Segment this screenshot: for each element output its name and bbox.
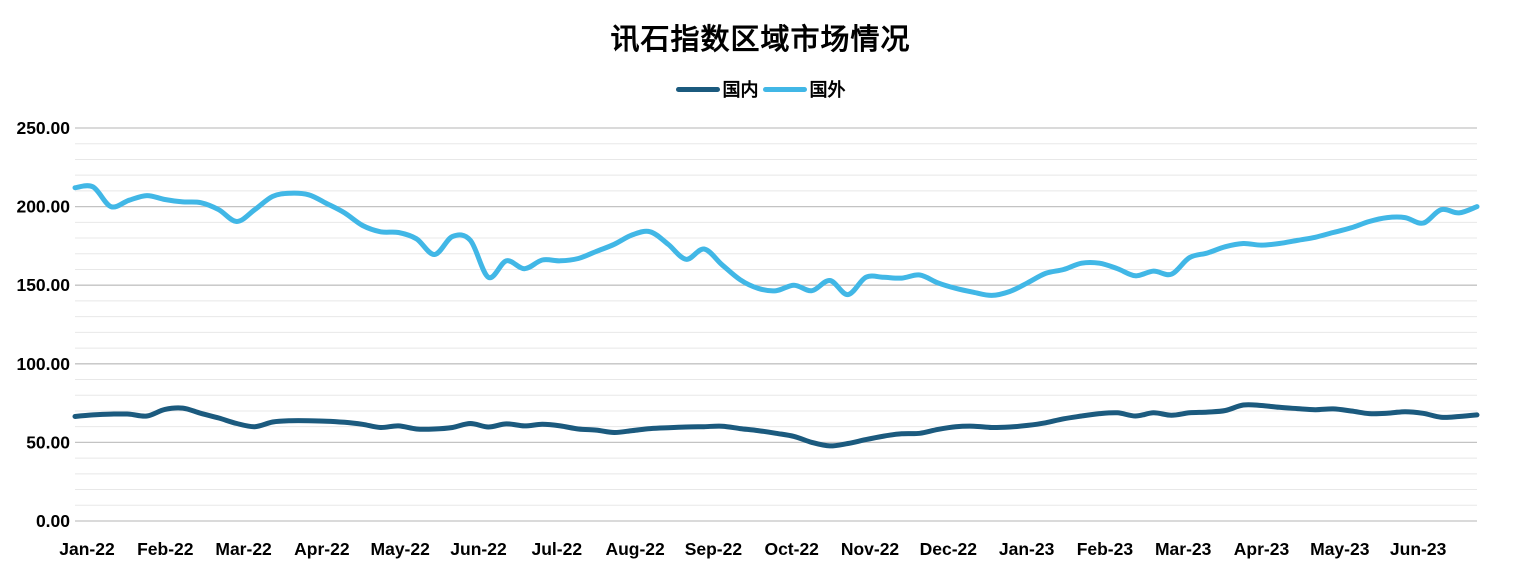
x-tick-label: Sep-22 bbox=[685, 539, 743, 559]
legend-label-domestic: 国内 bbox=[722, 80, 759, 100]
y-tick-label: 250.00 bbox=[16, 118, 70, 138]
x-tick-label: Apr-22 bbox=[294, 539, 350, 559]
y-tick-label: 50.00 bbox=[26, 432, 70, 452]
x-tick-label: Dec-22 bbox=[920, 539, 978, 559]
x-tick-label: Jan-22 bbox=[59, 539, 115, 559]
x-tick-label: Mar-23 bbox=[1155, 539, 1212, 559]
x-tick-label: May-22 bbox=[371, 539, 431, 559]
x-tick-label: Jan-23 bbox=[999, 539, 1055, 559]
legend-item-foreign: 国外 bbox=[762, 76, 846, 102]
x-tick-label: Jun-23 bbox=[1390, 539, 1447, 559]
x-tick-label: Jul-22 bbox=[532, 539, 583, 559]
x-tick-label: Feb-22 bbox=[137, 539, 194, 559]
y-tick-label: 100.00 bbox=[16, 354, 70, 374]
x-tick-label: May-23 bbox=[1310, 539, 1370, 559]
domestic-line-swatch-icon bbox=[675, 86, 720, 92]
chart-title: 讯石指数区域市场情况 bbox=[610, 24, 911, 56]
foreign-line-swatch-icon bbox=[762, 86, 807, 92]
x-tick-label: Mar-22 bbox=[215, 539, 272, 559]
x-tick-label: Jun-22 bbox=[450, 539, 507, 559]
x-tick-label: Oct-22 bbox=[764, 539, 819, 559]
x-tick-label: Apr-23 bbox=[1234, 539, 1290, 559]
x-tick-label: Aug-22 bbox=[605, 539, 665, 559]
y-tick-label: 150.00 bbox=[16, 275, 70, 295]
x-tick-label: Nov-22 bbox=[841, 539, 900, 559]
legend-label-foreign: 国外 bbox=[809, 80, 846, 100]
series-line-domestic bbox=[72, 402, 1480, 449]
x-tick-label: Feb-23 bbox=[1077, 539, 1134, 559]
series-line-foreign bbox=[72, 183, 1480, 298]
y-tick-label: 0.00 bbox=[36, 511, 70, 531]
y-tick-label: 200.00 bbox=[16, 197, 70, 217]
legend-item-domestic: 国内 bbox=[675, 76, 759, 102]
chart-legend: 国内 国外 bbox=[0, 76, 1521, 102]
